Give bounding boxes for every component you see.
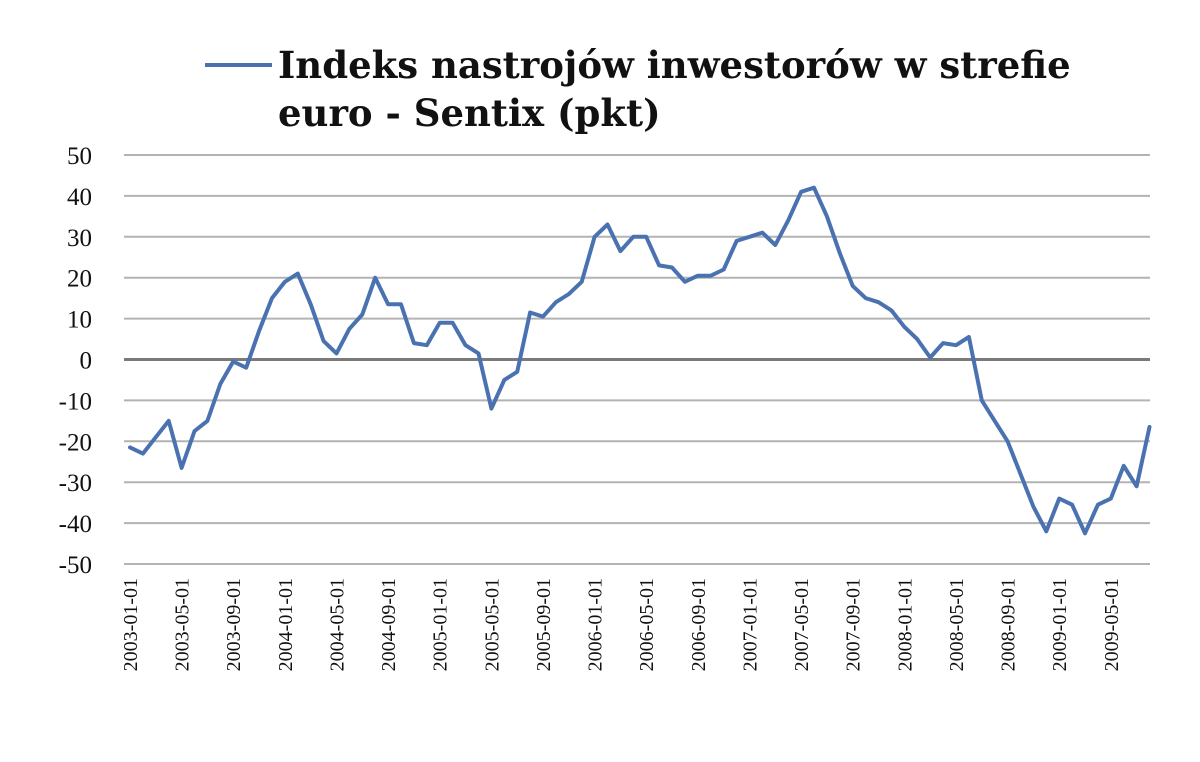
- x-tick-label-4: 2004-05-01: [326, 578, 348, 671]
- x-tick-label-7: 2005-05-01: [481, 578, 503, 671]
- y-tick-label-7: -20: [59, 429, 92, 456]
- y-tick-label-5: 0: [80, 348, 93, 375]
- x-tick-label-0: 2003-01-01: [120, 578, 142, 671]
- y-tick-label-2: 30: [67, 225, 92, 252]
- series-line-sentix: [128, 185, 1152, 536]
- x-tick-label-10: 2006-05-01: [636, 578, 658, 671]
- x-tick-label-18: 2009-01-01: [1049, 578, 1071, 671]
- x-tick-label-11: 2006-09-01: [688, 578, 710, 671]
- x-tick-label-19: 2009-05-01: [1101, 578, 1123, 671]
- x-tick-label-1: 2003-05-01: [172, 578, 194, 671]
- x-tick-label-8: 2005-09-01: [533, 578, 555, 671]
- y-tick-label-9: -40: [59, 511, 92, 538]
- x-tick-label-13: 2007-05-01: [791, 578, 813, 671]
- y-tick-label-6: -10: [59, 388, 92, 415]
- x-tick-label-16: 2008-05-01: [946, 578, 968, 671]
- x-axis-tick-labels: 2003-01-01 2003-05-01 2003-09-01 2004-01-01…: [120, 578, 1123, 671]
- legend: Indeks nastrojów inwestorów w strefie eu…: [205, 43, 1071, 135]
- y-tick-label-8: -30: [59, 470, 92, 497]
- x-tick-label-15: 2008-01-01: [894, 578, 916, 671]
- series-group: [128, 185, 1152, 536]
- x-tick-label-5: 2004-09-01: [378, 578, 400, 671]
- y-tick-label-1: 40: [67, 184, 92, 211]
- gridlines: [124, 154, 1150, 565]
- y-tick-label-3: 20: [67, 266, 92, 293]
- x-tick-label-6: 2005-01-01: [430, 578, 452, 671]
- y-axis-tick-labels: 50 40 30 20 10 0 -10 -20 -30 -40 -50: [59, 143, 92, 579]
- x-tick-label-14: 2007-09-01: [843, 578, 865, 671]
- y-tick-label-10: -50: [59, 552, 92, 579]
- x-tick-label-2: 2003-09-01: [223, 578, 245, 671]
- y-tick-label-0: 50: [67, 143, 92, 170]
- legend-label-line-2: euro - Sentix (pkt): [278, 91, 661, 135]
- x-tick-label-9: 2006-01-01: [585, 578, 607, 671]
- x-tick-label-12: 2007-01-01: [739, 578, 761, 671]
- x-tick-label-3: 2004-01-01: [275, 578, 297, 671]
- x-tick-label-17: 2008-09-01: [998, 578, 1020, 671]
- legend-label-line-1: Indeks nastrojów inwestorów w strefie: [278, 43, 1071, 87]
- y-tick-label-4: 10: [67, 307, 92, 334]
